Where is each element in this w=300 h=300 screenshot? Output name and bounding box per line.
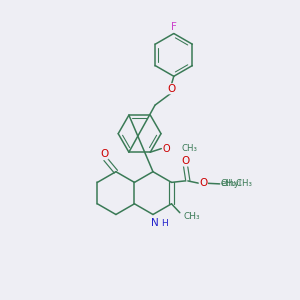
Text: CH₂CH₃: CH₂CH₃ [220,179,252,188]
Text: N: N [151,218,158,228]
Text: CH₃: CH₃ [181,143,197,152]
Text: O: O [163,144,170,154]
Text: O: O [100,149,108,159]
Text: ethyl: ethyl [221,179,242,188]
Text: F: F [171,22,177,32]
Text: O: O [199,178,207,188]
Text: O: O [181,156,190,166]
Text: O: O [167,84,175,94]
Text: CH₃: CH₃ [183,212,200,221]
Text: H: H [161,219,168,228]
